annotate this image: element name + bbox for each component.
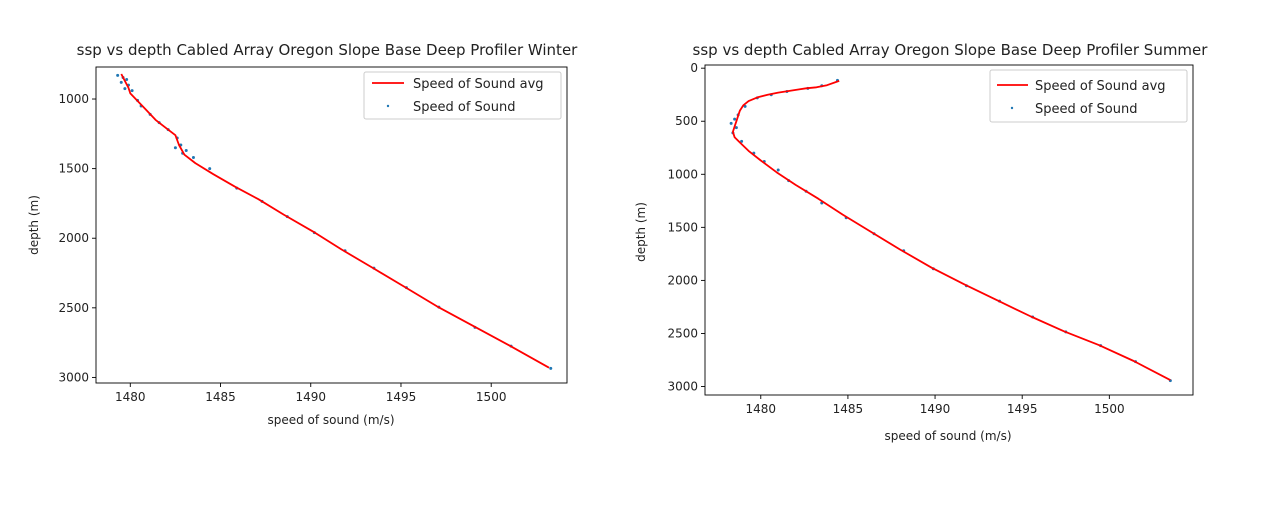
x-axis-label: speed of sound (m/s) [884, 429, 1011, 443]
scatter-point [130, 89, 134, 93]
legend-point-swatch [1010, 106, 1014, 110]
legend: Speed of Sound avg Speed of Sound [363, 71, 562, 120]
line-series-speed-of-sound-avg [732, 80, 1171, 381]
scatter-point [173, 146, 177, 150]
y-tick-label: 1500 [667, 220, 698, 234]
scatter-point [116, 73, 120, 77]
legend-frame [989, 69, 1188, 123]
legend-label-avg: Speed of Sound avg [413, 77, 544, 92]
scatter-point [123, 87, 127, 91]
x-tick-label: 1500 [1094, 402, 1125, 416]
x-tick-label: 1485 [833, 402, 864, 416]
legend-frame [363, 71, 562, 120]
x-tick-label: 1490 [295, 390, 326, 404]
y-tick-label: 3000 [667, 380, 698, 394]
chart-title: ssp vs depth Cabled Array Oregon Slope B… [693, 41, 1209, 59]
y-axis-ticks: 1000 1500 2000 2500 3000 [58, 92, 96, 384]
scatter-point [729, 121, 733, 125]
legend-label-avg: Speed of Sound avg [1035, 79, 1166, 94]
scatter-point [776, 168, 780, 172]
x-axis-label: speed of sound (m/s) [267, 413, 394, 427]
scatter-point [119, 80, 123, 84]
legend-label-points: Speed of Sound [1035, 102, 1137, 117]
y-axis-label: depth (m) [634, 202, 648, 262]
y-tick-label: 2000 [667, 273, 698, 287]
scatter-point [184, 149, 188, 153]
x-tick-label: 1480 [745, 402, 776, 416]
line-series-speed-of-sound-avg [120, 73, 550, 369]
chart-summer: ssp vs depth Cabled Array Oregon Slope B… [634, 41, 1208, 443]
scatter-point [191, 155, 195, 159]
y-tick-label: 1000 [667, 167, 698, 181]
scatter-point [734, 126, 738, 130]
y-tick-label: 2000 [58, 231, 89, 245]
x-tick-label: 1490 [920, 402, 951, 416]
plot-area-frame [704, 64, 1194, 396]
chart-title: ssp vs depth Cabled Array Oregon Slope B… [77, 41, 579, 59]
scatter-series-speed-of-sound [729, 78, 1172, 383]
scatter-point [549, 366, 553, 370]
x-tick-label: 1495 [386, 390, 417, 404]
y-axis-label: depth (m) [27, 195, 41, 255]
y-axis-ticks: 0 500 1000 1500 2000 2500 3000 [667, 61, 705, 394]
y-tick-label: 1000 [58, 92, 89, 106]
plot-area-frame [95, 66, 568, 384]
y-tick-label: 2500 [58, 301, 89, 315]
x-tick-label: 1495 [1007, 402, 1038, 416]
x-tick-label: 1480 [115, 390, 146, 404]
y-tick-label: 1500 [58, 162, 89, 176]
x-tick-label: 1485 [205, 390, 236, 404]
legend-label-points: Speed of Sound [413, 100, 515, 115]
scatter-point [743, 104, 747, 108]
chart-winter: ssp vs depth Cabled Array Oregon Slope B… [27, 41, 578, 427]
legend-point-swatch [386, 104, 390, 108]
legend: Speed of Sound avg Speed of Sound [989, 69, 1188, 123]
y-tick-label: 3000 [58, 370, 89, 384]
x-axis-ticks: 1480 1485 1490 1495 1500 [745, 395, 1125, 416]
y-tick-label: 500 [675, 114, 698, 128]
scatter-point [733, 117, 737, 121]
x-axis-ticks: 1480 1485 1490 1495 1500 [115, 383, 506, 404]
x-tick-label: 1500 [476, 390, 507, 404]
scatter-point [740, 139, 744, 143]
scatter-point [125, 78, 129, 82]
y-tick-label: 0 [690, 61, 698, 75]
scatter-point [208, 167, 212, 171]
y-tick-label: 2500 [667, 326, 698, 340]
